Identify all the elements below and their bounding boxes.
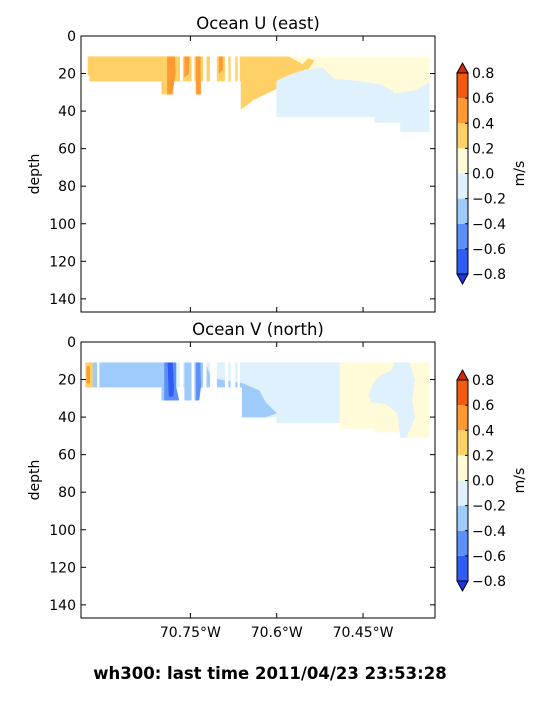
colorbar-band: [457, 148, 468, 174]
chart-title: Ocean U (east): [196, 14, 320, 33]
missing-data-gap-1: [191, 351, 195, 455]
colorbar-tick-label: 0.0: [472, 474, 494, 490]
axes-frame: [80, 35, 436, 313]
y-tick-label: 100: [49, 523, 76, 539]
contour-region-7: [218, 56, 223, 75]
figure-footer-title: wh300: last time 2011/04/23 23:53:28: [93, 664, 447, 683]
missing-data-gap-4: [224, 351, 229, 455]
colorbar: −0.8 −0.6 −0.4 −0.2 0.0 0.2 0.4 0.6 0.8 m/s: [456, 368, 528, 593]
colorbar-label: m/s: [512, 161, 528, 187]
contour-region-9: [86, 366, 90, 384]
y-tick-label: 20: [58, 373, 76, 389]
plot-area: [81, 36, 435, 312]
colorbar-band: [457, 405, 468, 431]
colorbar-tick-label: 0.4: [472, 116, 494, 132]
x-tick-label: 70.6°W: [251, 625, 303, 641]
colorbar-extend-high: [456, 368, 469, 381]
missing-data-gap-5: [230, 351, 236, 455]
y-tick-label: 120: [49, 560, 76, 576]
colorbar-extend-low: [456, 580, 469, 593]
y-tick-label: 80: [58, 485, 76, 501]
missing-data-gap-1: [191, 45, 195, 149]
contour-region-7: [167, 362, 174, 397]
colorbar-band: [457, 380, 468, 406]
y-tick-label: 60: [58, 142, 76, 158]
contour-region-6: [195, 362, 201, 401]
contour-region-4: [167, 56, 176, 95]
missing-data-gap-6: [237, 45, 240, 149]
y-tick-label: 40: [58, 410, 76, 426]
colorbar-label: m/s: [512, 468, 528, 494]
chart-panel-1: 0 20 40 60 80 100 120 140 Ocean U (east) depth −0.…: [27, 14, 528, 313]
colorbar-tick-label: −0.8: [472, 267, 506, 283]
y-tick-label: 0: [67, 29, 76, 45]
colorbar-band: [457, 455, 468, 481]
contour-region-5: [184, 56, 190, 78]
colorbar-tick-label: −0.6: [472, 242, 506, 258]
y-tick-label: 140: [49, 598, 76, 614]
contour-region-3: [276, 67, 430, 133]
colorbar-tick-label: −0.4: [472, 524, 506, 540]
colorbar-band: [457, 73, 468, 99]
y-tick-label: 100: [49, 217, 76, 233]
colorbar-tick-label: −0.6: [472, 549, 506, 565]
colorbar-band: [457, 248, 468, 274]
y-tick-label: 140: [49, 292, 76, 308]
missing-data-gap-5: [230, 45, 236, 149]
colorbar-tick-label: −0.2: [472, 499, 506, 515]
y-axis-label: depth: [27, 154, 43, 195]
colorbar-tick-label: 0.0: [472, 167, 494, 183]
missing-data-gap-3: [209, 45, 217, 149]
colorbar: −0.8 −0.6 −0.4 −0.2 0.0 0.2 0.4 0.6 0.8 m/s: [456, 61, 528, 286]
colorbar-tick-label: 0.4: [472, 423, 494, 439]
colorbar-band: [457, 505, 468, 531]
y-tick-label: 20: [58, 67, 76, 83]
plot-area: [81, 342, 435, 618]
missing-data-gap-0: [180, 351, 183, 455]
colorbar-tick-label: 0.8: [472, 373, 494, 389]
colorbar-tick-label: 0.2: [472, 448, 494, 464]
y-tick-label: 40: [58, 104, 76, 120]
colorbar-band: [457, 555, 468, 581]
missing-data-gap-7: [97, 351, 100, 455]
colorbar-band: [457, 173, 468, 199]
contour-region-2: [368, 362, 416, 439]
colorbar-band: [457, 480, 468, 506]
colorbar-tick-label: 0.6: [472, 398, 494, 414]
missing-data-gap-4: [224, 45, 229, 149]
colorbar-tick-label: −0.8: [472, 574, 506, 590]
colorbar-band: [457, 198, 468, 224]
colorbar-tick-label: −0.4: [472, 217, 506, 233]
missing-data-gap-2: [203, 45, 207, 149]
chart-title: Ocean V (north): [192, 320, 324, 339]
colorbar-tick-label: 0.6: [472, 91, 494, 107]
contour-region-6: [195, 56, 201, 95]
missing-data-gap-2: [203, 351, 207, 455]
colorbar-tick-label: 0.8: [472, 66, 494, 82]
colorbar-tick-label: 0.2: [472, 141, 494, 157]
colorbar-tick-label: −0.2: [472, 192, 506, 208]
colorbar-extend-low: [456, 273, 469, 286]
colorbar-band: [457, 223, 468, 249]
y-tick-label: 0: [67, 335, 76, 351]
y-tick-label: 80: [58, 179, 76, 195]
x-tick-label: 70.45°W: [333, 625, 394, 641]
colorbar-extend-high: [456, 61, 469, 74]
axes-frame: [80, 341, 436, 619]
colorbar-band: [457, 98, 468, 124]
y-axis-label: depth: [27, 460, 43, 501]
y-tick-label: 60: [58, 448, 76, 464]
colorbar-band: [457, 430, 468, 456]
colorbar-band: [457, 530, 468, 556]
missing-data-gap-6: [237, 351, 240, 455]
colorbar-band: [457, 123, 468, 149]
missing-data-gap-0: [180, 45, 183, 149]
x-tick-label: 70.75°W: [160, 625, 221, 641]
chart-panel-2: 0 20 40 60 80 100 120 140 70.75°W 70.6°W 70.45°W Oc…: [27, 320, 528, 641]
missing-data-gap-3: [209, 351, 217, 455]
y-tick-label: 120: [49, 254, 76, 270]
